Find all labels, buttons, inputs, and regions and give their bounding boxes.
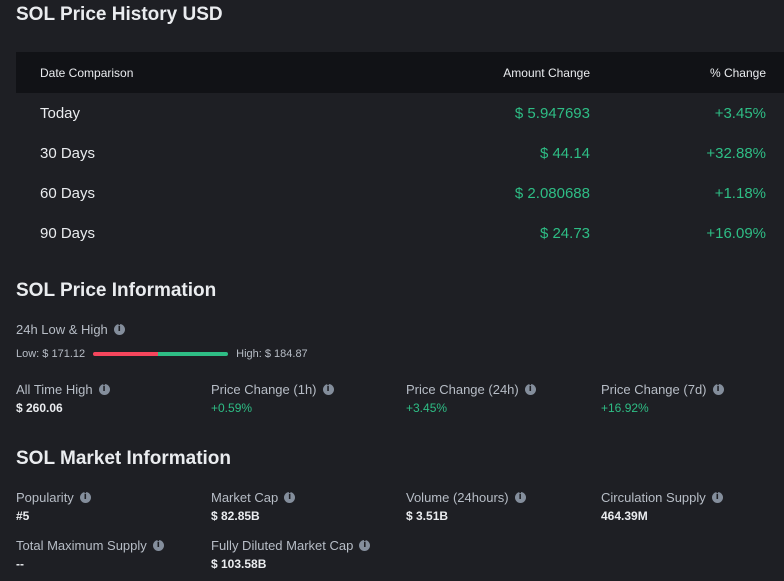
row-percent: +1.18%	[714, 184, 766, 202]
row-percent: +16.09%	[706, 224, 766, 242]
stat-label: Total Maximum Supply	[16, 538, 147, 553]
row-date: 90 Days	[40, 224, 96, 242]
row-date: 60 Days	[40, 184, 96, 202]
stat-popularity: Popularity i #5	[16, 490, 206, 523]
header-amount-change: Amount Change	[503, 65, 590, 80]
stat-label: Circulation Supply	[601, 490, 706, 505]
stat-value: +16.92%	[601, 401, 649, 415]
row-amount: $ 24.73	[539, 224, 590, 242]
high-value: High: $ 184.87	[236, 348, 308, 360]
price-information-title: SOL Price Information	[16, 280, 217, 301]
stat-value: $ 260.06	[16, 401, 63, 415]
table-row: 60 Days $ 2.080688 +1.18%	[16, 173, 784, 213]
info-icon[interactable]: i	[113, 324, 125, 335]
stat-label: Fully Diluted Market Cap	[211, 538, 354, 553]
info-icon[interactable]: i	[98, 384, 110, 395]
row-date: Today	[40, 104, 81, 122]
table-row: Today $ 5.947693 +3.45%	[16, 93, 784, 133]
low-value: Low: $ 171.12	[16, 348, 86, 360]
stat-value: --	[16, 557, 24, 571]
stat-label: Volume (24hours)	[406, 490, 509, 505]
low-high-label-text: 24h Low & High	[16, 322, 108, 337]
info-icon[interactable]: i	[524, 384, 536, 395]
table-header: Date Comparison Amount Change % Change	[16, 52, 784, 93]
row-date: 30 Days	[40, 144, 96, 162]
stat-price-change-1h: Price Change (1h) i +0.59%	[211, 382, 401, 415]
row-percent: +3.45%	[714, 104, 766, 122]
stat-label: Price Change (1h)	[211, 382, 317, 397]
stat-market-cap: Market Cap i $ 82.85B	[211, 490, 401, 523]
stat-price-change-7d: Price Change (7d) i +16.92%	[601, 382, 784, 415]
info-icon[interactable]: i	[514, 492, 526, 503]
row-amount: $ 2.080688	[514, 184, 590, 202]
info-icon[interactable]: i	[152, 540, 164, 551]
stat-label: All Time High	[16, 382, 93, 397]
table-row: 90 Days $ 24.73 +16.09%	[16, 213, 784, 253]
row-amount: $ 44.14	[539, 144, 590, 162]
stat-value: $ 3.51B	[406, 509, 449, 523]
stat-value: $ 82.85B	[211, 509, 260, 523]
info-icon[interactable]: i	[284, 492, 296, 503]
info-icon[interactable]: i	[712, 384, 724, 395]
stat-volume-24h: Volume (24hours) i $ 3.51B	[406, 490, 596, 523]
stat-label: Price Change (24h)	[406, 382, 519, 397]
stat-label: Price Change (7d)	[601, 382, 707, 397]
row-amount: $ 5.947693	[514, 104, 590, 122]
row-percent: +32.88%	[706, 144, 766, 162]
stat-value: $ 103.58B	[211, 557, 267, 571]
table-row: 30 Days $ 44.14 +32.88%	[16, 133, 784, 173]
stat-price-change-24h: Price Change (24h) i +3.45%	[406, 382, 596, 415]
stat-label: Popularity	[16, 490, 74, 505]
stat-label: Market Cap	[211, 490, 279, 505]
header-date-comparison: Date Comparison	[40, 65, 134, 80]
stat-value: +0.59%	[211, 401, 253, 415]
stat-total-max-supply: Total Maximum Supply i --	[16, 538, 206, 571]
header-percent-change: % Change	[709, 65, 766, 80]
stat-value: #5	[16, 509, 30, 523]
market-information-title: SOL Market Information	[16, 448, 232, 469]
stat-value: +3.45%	[406, 401, 448, 415]
stat-value: 464.39M	[601, 509, 648, 523]
info-icon[interactable]: i	[322, 384, 334, 395]
range-bar	[93, 352, 229, 356]
low-high-range: Low: $ 171.12 High: $ 184.87	[16, 348, 308, 360]
stat-all-time-high: All Time High i $ 260.06	[16, 382, 206, 415]
stat-fully-diluted-market-cap: Fully Diluted Market Cap i $ 103.58B	[211, 538, 401, 571]
price-history-table: Date Comparison Amount Change % Change T…	[16, 52, 784, 253]
info-icon[interactable]: i	[711, 492, 723, 503]
stat-circulation-supply: Circulation Supply i 464.39M	[601, 490, 784, 523]
info-icon[interactable]: i	[79, 492, 91, 503]
info-icon[interactable]: i	[359, 540, 371, 551]
low-high-label: 24h Low & High i	[16, 322, 125, 337]
price-history-title: SOL Price History USD	[16, 4, 223, 25]
